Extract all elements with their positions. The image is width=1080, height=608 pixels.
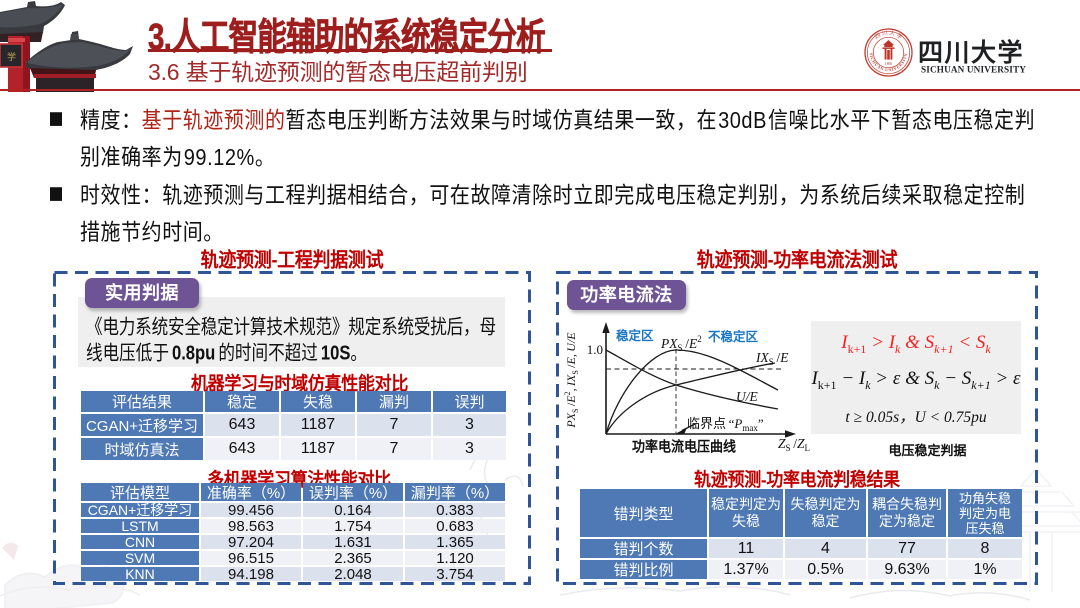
svg-text:稳定区: 稳定区 xyxy=(616,328,654,343)
svg-text:功率电流电压曲线: 功率电流电压曲线 xyxy=(632,438,736,455)
svg-text:学: 学 xyxy=(7,51,16,62)
svg-text:四川大学: 四川大学 xyxy=(918,38,1024,67)
svg-text:临界点 “Pmax”: 临界点 “Pmax” xyxy=(687,416,764,433)
svg-text:U/E: U/E xyxy=(736,389,759,404)
svg-text:SICHUAN UNIVERSITY: SICHUAN UNIVERSITY xyxy=(921,65,1026,75)
svg-text:1.0: 1.0 xyxy=(587,342,603,357)
svg-text:IXS /E: IXS /E xyxy=(755,350,789,367)
svg-text:ZS /ZL: ZS /ZL xyxy=(778,436,810,453)
svg-text:PXS /E2, IXS /E, U/E: PXS /E2, IXS /E, U/E xyxy=(563,332,580,429)
svg-text:1896: 1896 xyxy=(885,62,892,66)
svg-text:PXS /E2: PXS /E2 xyxy=(660,334,702,353)
svg-text:不稳定区: 不稳定区 xyxy=(708,329,759,344)
